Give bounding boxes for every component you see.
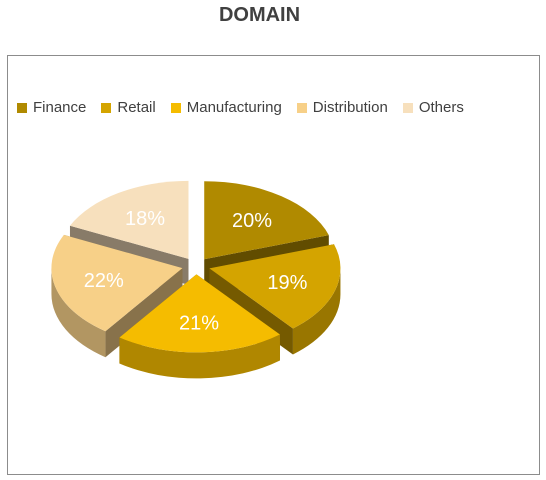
legend-item-others: Others [402,99,464,116]
legend-label-others: Others [418,99,464,116]
legend-item-retail: Retail [101,99,156,116]
slice-label-finance: 20% [232,210,272,232]
legend-item-manufacturing: Manufacturing [170,99,282,116]
legend-label-manufacturing: Manufacturing [186,99,282,116]
pie-slice-manufacturing [119,274,280,379]
legend-label-retail: Retail [117,99,156,116]
slice-label-distribution: 22% [84,270,124,292]
legend-item-finance: Finance [17,99,86,116]
legend-swatch-distribution [296,102,307,113]
legend-item-distribution: Distribution [296,99,388,116]
slice-label-manufacturing: 21% [179,313,219,335]
legend-swatch-retail [101,102,112,113]
legend-swatch-manufacturing [170,102,181,113]
chart-legend: Finance Retail Manufacturing Distributio… [17,99,464,116]
slice-label-others: 18% [125,208,165,230]
legend-label-distribution: Distribution [312,99,388,116]
legend-label-finance: Finance [33,99,87,116]
legend-swatch-others [402,102,413,113]
slice-label-retail: 19% [267,272,307,294]
chart-title: DOMAIN [218,4,301,26]
legend-swatch-finance [17,102,27,113]
chart-area [7,55,540,475]
